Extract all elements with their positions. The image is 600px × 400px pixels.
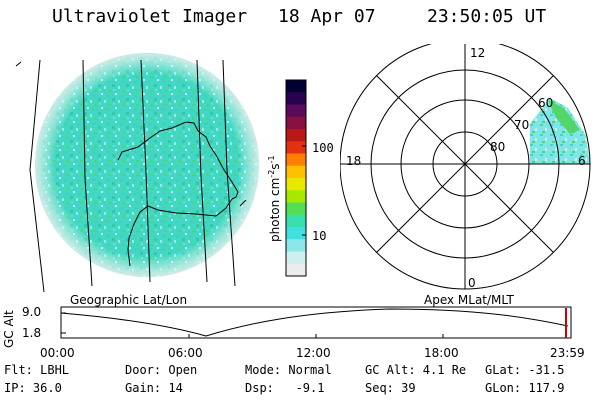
colorbar-tick-100: 100 <box>312 141 334 155</box>
colorbar-swatch <box>286 153 306 167</box>
geographic-caption: Geographic Lat/Lon <box>70 293 188 307</box>
colorbar-swatch <box>286 239 306 252</box>
colorbar-swatch <box>286 190 306 203</box>
mlt-label-12: 12 <box>470 46 486 60</box>
colorbar-swatch <box>286 104 306 118</box>
colorbar-swatch <box>286 116 306 130</box>
mlt-label-0: 0 <box>468 276 476 290</box>
colorbar-swatch <box>286 202 306 216</box>
colorbar-swatch <box>286 263 306 277</box>
altitude-xtick-3: 18:00 <box>424 346 459 360</box>
info-glat: GLat: -31.5 <box>485 363 565 377</box>
mlt-label-6: 6 <box>578 154 586 168</box>
colorbar-swatch <box>286 165 306 179</box>
colorbar-swatch <box>286 80 306 93</box>
mlat-label-60: 60 <box>538 96 554 110</box>
mlat-label-70: 70 <box>514 118 530 132</box>
colorbar-swatch <box>286 129 306 142</box>
info-gc-alt: GC Alt: 4.1 Re <box>365 363 467 377</box>
altitude-xtick-4: 23:59 <box>550 346 585 360</box>
altitude-ylabel: GC Alt <box>2 310 16 348</box>
geographic-image <box>15 53 259 293</box>
info-glon: GLon: 117.9 <box>485 381 565 395</box>
polar-plot <box>340 44 591 290</box>
colorbar <box>285 79 307 277</box>
colorbar-swatch <box>286 251 306 265</box>
altitude-ytick-min: 1.8 <box>22 326 42 340</box>
altitude-plot <box>60 306 572 339</box>
info-gain: Gain: 14 <box>125 381 183 395</box>
instrument-title: Ultraviolet Imager <box>52 6 248 27</box>
info-ip: IP: 36.0 <box>4 381 62 395</box>
info-dsp: Dsp: -9.1 <box>245 381 325 395</box>
time-label: 23:50:05 UT <box>427 6 547 27</box>
info-seq: Seq: 39 <box>365 381 416 395</box>
colorbar-swatch <box>286 227 306 240</box>
info-door: Door: Open <box>125 363 198 377</box>
date-label: 18 Apr 07 <box>278 6 376 27</box>
colorbar-tick-10: 10 <box>312 229 327 243</box>
colorbar-swatch <box>286 141 306 154</box>
altitude-xtick-0: 00:00 <box>40 346 75 360</box>
altitude-ytick-max: 9.0 <box>22 305 42 319</box>
mlt-label-18: 18 <box>346 154 362 168</box>
info-filter: Flt: LBHL <box>4 363 70 377</box>
altitude-xtick-1: 06:00 <box>168 346 203 360</box>
colorbar-swatch <box>286 178 306 191</box>
altitude-xtick-2: 12:00 <box>296 346 331 360</box>
info-mode: Mode: Normal <box>245 363 332 377</box>
colorbar-swatch <box>286 92 306 105</box>
colorbar-swatch <box>286 214 306 228</box>
colorbar-unit-label: photon cm-2s-1 <box>267 155 282 242</box>
mlat-label-80: 80 <box>490 140 506 154</box>
apex-caption: Apex MLat/MLT <box>424 293 514 307</box>
